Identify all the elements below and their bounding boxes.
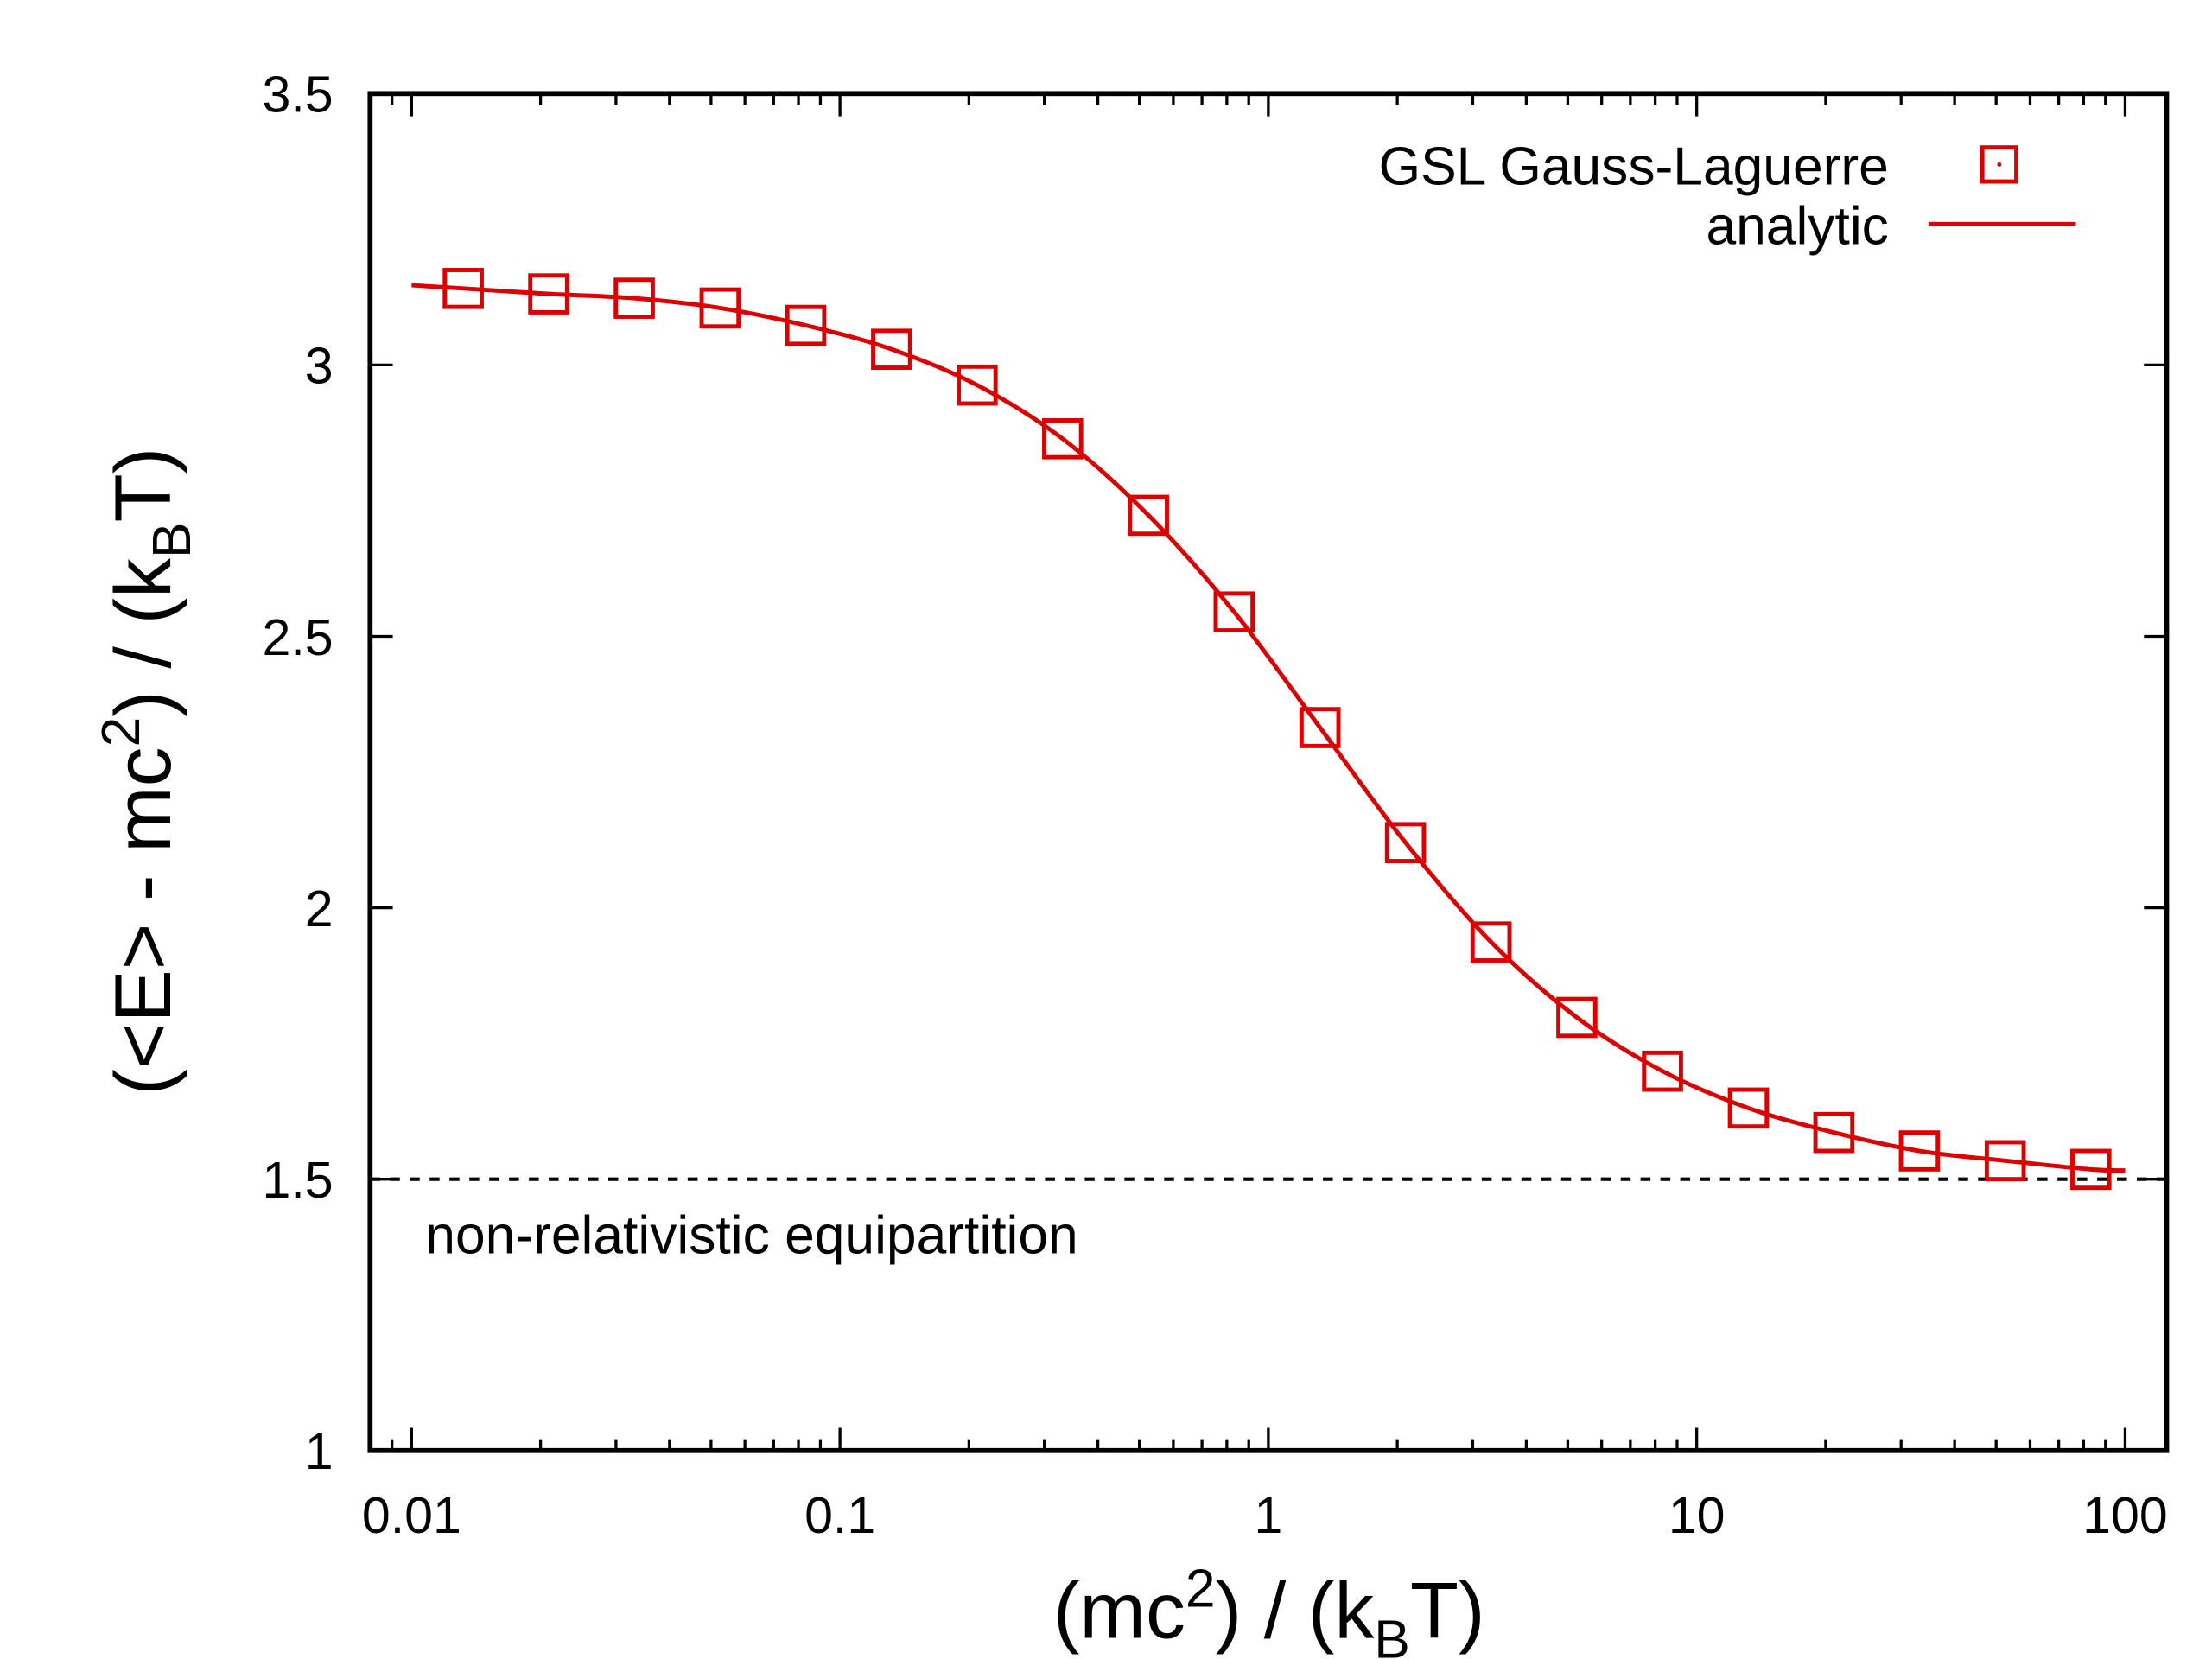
data-point-marker [442, 268, 484, 309]
y-axis-label: (<E> - mc2) / (kBT) [92, 448, 202, 1096]
x-tick-label: 100 [2082, 1487, 2168, 1544]
tick-labels: 0.01 0.1 1 10 100 1 1.5 2 2.5 3 3.5 [263, 67, 2168, 1544]
legend: GSL Gauss-Laguerre analytic [1379, 137, 2076, 256]
y-tick-label: 2 [305, 880, 334, 938]
analytic-curve [411, 283, 2126, 1173]
plot-frame [367, 91, 2170, 1453]
y-tick-label: 3.5 [263, 67, 334, 124]
data-point-marker [613, 277, 655, 319]
data-point-marker [785, 304, 827, 346]
data-point-marker [528, 273, 569, 315]
data-point-marker [1213, 591, 1255, 633]
y-tick-label: 2.5 [263, 609, 334, 666]
x-tick-label: 0.01 [362, 1487, 461, 1544]
y-tick-label: 1 [305, 1423, 334, 1480]
gsl-markers [442, 268, 2112, 1191]
data-point-marker [1042, 418, 1084, 460]
data-point-marker [2070, 1148, 2112, 1191]
y-tick-label: 1.5 [263, 1152, 334, 1209]
data-point-marker [1642, 1050, 1683, 1092]
x-tick-label: 10 [1669, 1487, 1726, 1544]
legend-marker-dot [1997, 162, 2002, 167]
data-point-marker [1556, 996, 1598, 1039]
data-point-marker [1384, 822, 1427, 863]
data-point-marker [1128, 494, 1169, 537]
legend-marker-square [1980, 145, 2018, 184]
data-point-marker [1727, 1087, 1770, 1129]
data-point-marker [1470, 921, 1512, 963]
data-point-marker [871, 328, 912, 370]
data-point-marker [1898, 1130, 1941, 1172]
y-tick-label: 3 [305, 338, 334, 395]
data-point-marker [1299, 707, 1341, 748]
data-point-marker [1984, 1140, 2026, 1182]
data-point-marker [957, 364, 998, 406]
legend-label-gsl: GSL Gauss-Laguerre [1379, 137, 1889, 196]
data-point-marker [699, 287, 741, 329]
x-tick-label: 1 [1254, 1487, 1282, 1544]
x-axis-label: (mc2) / (kBT) [1053, 1559, 1485, 1659]
legend-label-analytic: analytic [1706, 196, 1888, 256]
data-point-marker [1813, 1111, 1855, 1154]
reference-line-label: non-relativistic equipartition [425, 1206, 1077, 1266]
x-tick-label: 0.1 [804, 1487, 875, 1544]
